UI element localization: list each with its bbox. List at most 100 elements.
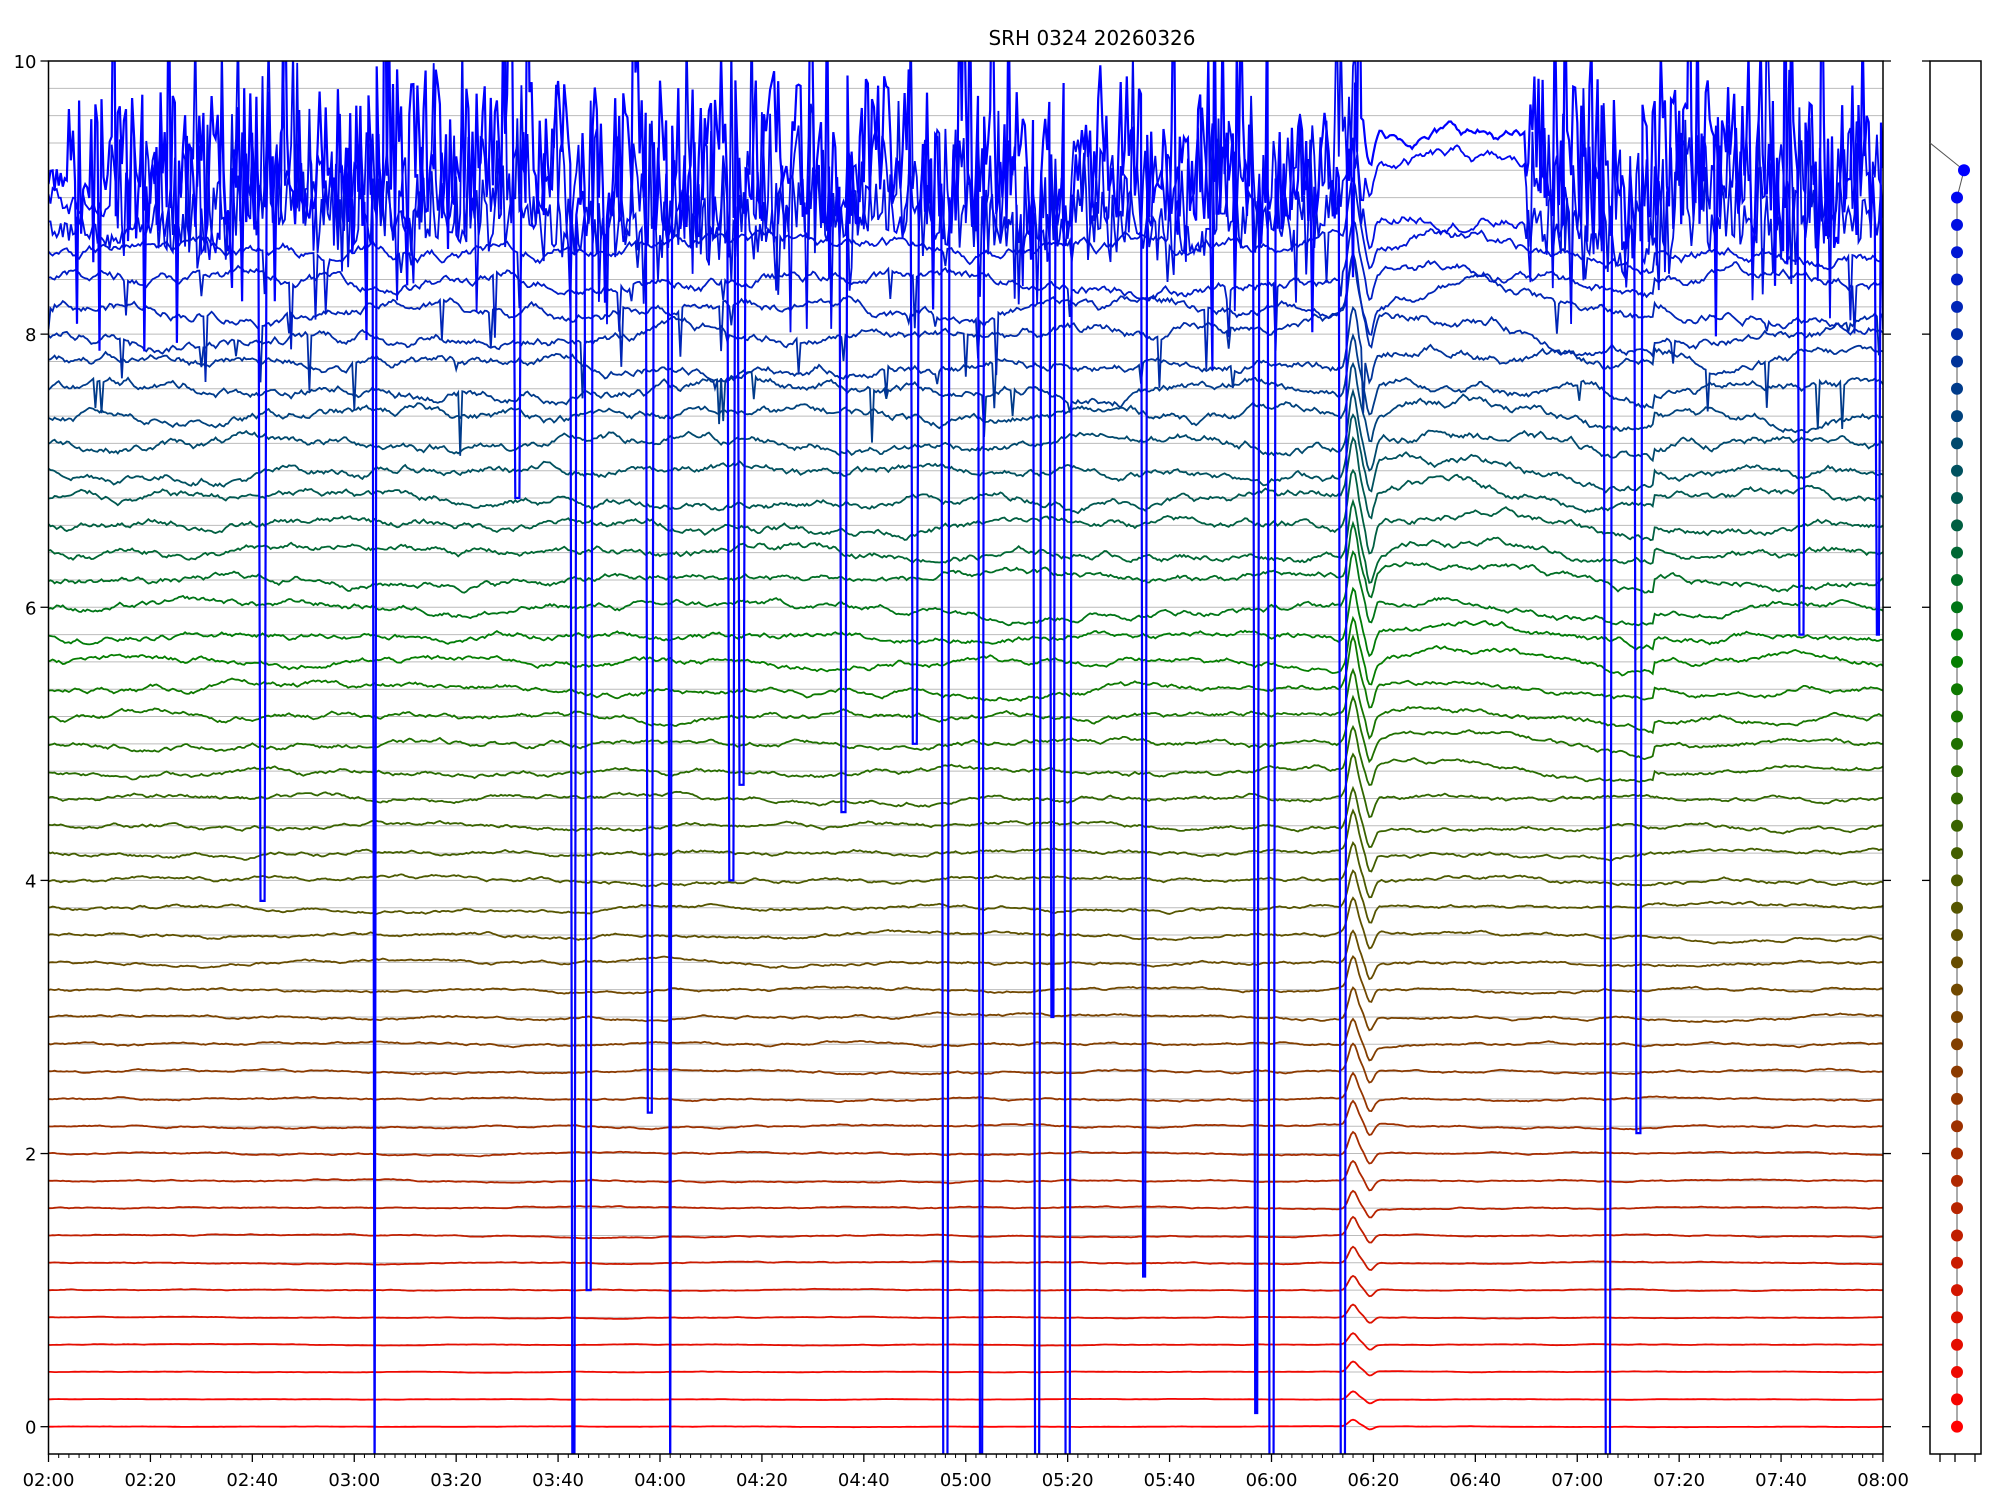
series-line-24 xyxy=(48,724,1883,787)
y-tick-label: 0 xyxy=(25,1418,36,1439)
series-line-31 xyxy=(48,520,1883,599)
x-tick-label: 06:20 xyxy=(1347,1470,1399,1491)
side-dot-45 xyxy=(1951,191,1963,204)
side-dot-32 xyxy=(1951,546,1963,559)
series-line-7 xyxy=(48,1215,1883,1244)
side-dot-44 xyxy=(1951,218,1963,231)
x-tick-label: 05:40 xyxy=(1144,1470,1196,1491)
series-line-38 xyxy=(48,332,1883,456)
side-dot-2 xyxy=(1951,1366,1963,1379)
side-dot-19 xyxy=(1951,901,1963,914)
series-line-18 xyxy=(48,896,1883,950)
series-line-46 xyxy=(48,61,1883,1454)
side-dot-33 xyxy=(1951,519,1963,532)
y-tick-label: 10 xyxy=(14,52,37,73)
series-line-8 xyxy=(48,1189,1883,1219)
series-line-25 xyxy=(48,694,1883,764)
side-dot-10 xyxy=(1951,1147,1963,1160)
x-tick-label: 04:20 xyxy=(736,1470,788,1491)
x-tick-label: 02:20 xyxy=(124,1470,176,1491)
x-tick-label: 03:40 xyxy=(532,1470,584,1491)
side-dot-25 xyxy=(1951,737,1963,750)
series-line-30 xyxy=(48,550,1883,627)
side-dot-26 xyxy=(1951,710,1963,723)
side-dot-3 xyxy=(1951,1338,1963,1351)
x-tick-label: 06:00 xyxy=(1246,1470,1298,1491)
series-line-21 xyxy=(48,808,1883,873)
series-line-43 xyxy=(48,176,1883,321)
y-tick-label: 8 xyxy=(25,325,36,346)
series-line-10 xyxy=(48,1130,1883,1165)
series-line-20 xyxy=(48,840,1883,899)
x-tick-label: 04:40 xyxy=(838,1470,890,1491)
side-dot-0 xyxy=(1951,1420,1963,1433)
side-dot-11 xyxy=(1951,1120,1963,1133)
side-dot-15 xyxy=(1951,1010,1963,1023)
series-line-34 xyxy=(48,435,1883,520)
side-dot-1 xyxy=(1951,1393,1963,1406)
side-dot-43 xyxy=(1951,246,1963,259)
series-line-11 xyxy=(48,1099,1883,1137)
side-dot-27 xyxy=(1951,683,1963,696)
series-line-32 xyxy=(48,498,1883,584)
series-line-1 xyxy=(48,1390,1883,1405)
series-line-36 xyxy=(48,388,1883,472)
series-line-29 xyxy=(48,586,1883,658)
series-line-22 xyxy=(48,785,1883,848)
side-dot-40 xyxy=(1951,328,1963,341)
series-line-42 xyxy=(48,218,1883,352)
series-line-35 xyxy=(48,413,1883,494)
chart-title: SRH 0324 20260326 xyxy=(988,26,1195,50)
series-line-14 xyxy=(48,1017,1883,1062)
series-line-12 xyxy=(48,1071,1883,1113)
side-dot-35 xyxy=(1951,464,1963,477)
side-panel xyxy=(1922,60,1982,1462)
side-dot-31 xyxy=(1951,573,1963,586)
x-tick-label: 05:00 xyxy=(940,1470,992,1491)
series-line-3 xyxy=(48,1332,1883,1351)
side-dot-38 xyxy=(1951,382,1963,395)
side-dot-9 xyxy=(1951,1174,1963,1187)
side-dot-12 xyxy=(1951,1092,1963,1105)
side-dot-21 xyxy=(1951,847,1963,860)
side-dot-36 xyxy=(1951,437,1963,450)
series-line-40 xyxy=(48,253,1883,399)
series-line-13 xyxy=(48,1042,1883,1084)
series-line-15 xyxy=(48,986,1883,1032)
x-tick-label: 07:40 xyxy=(1755,1470,1807,1491)
x-tick-label: 02:40 xyxy=(226,1470,278,1491)
series-line-23 xyxy=(48,752,1883,819)
side-dot-13 xyxy=(1951,1065,1963,1078)
series-line-33 xyxy=(48,468,1883,555)
series-line-2 xyxy=(48,1360,1883,1377)
x-tick-label: 03:00 xyxy=(328,1470,380,1491)
y-tick-label: 4 xyxy=(25,871,36,892)
x-tick-label: 08:00 xyxy=(1857,1470,1909,1491)
series-line-16 xyxy=(48,955,1883,1003)
y-tick-label: 6 xyxy=(25,598,36,619)
series-group xyxy=(48,61,1883,1454)
side-dot-14 xyxy=(1951,1038,1963,1051)
side-dot-41 xyxy=(1951,300,1963,313)
x-axis: 02:00 02:20 02:40 03:00 03:20 03:40 04:00 04:20… xyxy=(23,1454,1909,1491)
x-tick-label: 04:00 xyxy=(634,1470,686,1491)
side-dot-6 xyxy=(1951,1256,1963,1269)
y-tick-label: 2 xyxy=(25,1145,36,1166)
side-dot-20 xyxy=(1951,874,1963,887)
series-line-28 xyxy=(48,615,1883,686)
side-dot-18 xyxy=(1951,929,1963,942)
x-tick-label: 03:20 xyxy=(430,1470,482,1491)
side-panel-frame xyxy=(1929,60,1982,1455)
x-tick-label: 06:40 xyxy=(1449,1470,1501,1491)
side-dot-4 xyxy=(1951,1311,1963,1324)
side-dot-22 xyxy=(1951,819,1963,832)
side-dot-24 xyxy=(1951,765,1963,778)
series-line-6 xyxy=(48,1245,1883,1271)
side-dot-7 xyxy=(1951,1229,1963,1242)
y-axis: 0 2 4 6 8 10 xyxy=(14,52,1891,1439)
side-dot-37 xyxy=(1951,410,1963,423)
x-tick-label: 02:00 xyxy=(23,1470,75,1491)
side-dot-28 xyxy=(1951,655,1963,668)
side-dot-42 xyxy=(1951,273,1963,286)
